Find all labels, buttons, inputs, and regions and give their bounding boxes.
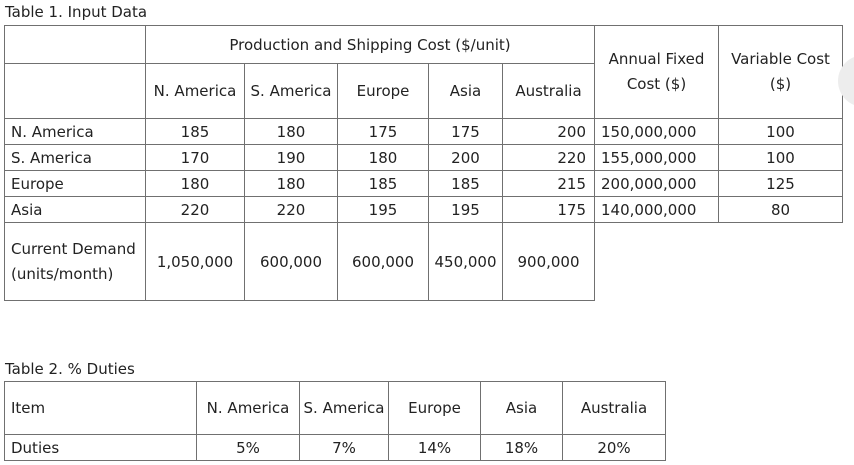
cost-cell: 180 — [244, 170, 338, 197]
demand-label: Current Demand (units/month) — [4, 222, 146, 301]
duty-cell: 18% — [480, 434, 563, 461]
item-header: Item — [4, 381, 197, 435]
cost-cell: 175 — [502, 196, 595, 223]
cost-cell: 185 — [337, 170, 429, 197]
row-label: Europe — [4, 170, 146, 197]
cost-cell: 190 — [244, 144, 338, 171]
col-header-australia: Australia — [562, 381, 666, 435]
duty-cell: 20% — [562, 434, 666, 461]
row-label-header — [4, 63, 146, 119]
cost-cell: 220 — [502, 144, 595, 171]
demand-cell: 900,000 — [502, 222, 595, 301]
row-label: N. America — [4, 118, 146, 145]
cost-cell: 195 — [337, 196, 429, 223]
empty-cell — [719, 223, 843, 301]
duties-table: Item N. America S. America Europe Asia A… — [4, 381, 666, 461]
col-header-europe: Europe — [388, 381, 481, 435]
cost-cell: 180 — [244, 118, 338, 145]
fixed-cost-cell: 155,000,000 — [594, 144, 719, 171]
cost-cell: 200 — [502, 118, 595, 145]
col-header-asia: Asia — [428, 63, 503, 119]
demand-row: Current Demand (units/month) 1,050,000 6… — [4, 222, 843, 301]
cost-cell: 220 — [244, 196, 338, 223]
col-header-n-america: N. America — [145, 63, 245, 119]
table-row: S. America 170 190 180 200 220 155,000,0… — [4, 144, 843, 171]
table1-caption: Table 1. Input Data — [5, 3, 148, 21]
cost-cell: 215 — [502, 170, 595, 197]
empty-cell — [595, 223, 719, 301]
col-header-s-america: S. America — [244, 63, 338, 119]
col-header-asia: Asia — [480, 381, 563, 435]
col-header-s-america: S. America — [299, 381, 389, 435]
variable-cost-cell: 80 — [718, 196, 843, 223]
cost-cell: 220 — [145, 196, 245, 223]
cost-cell: 200 — [428, 144, 503, 171]
table-row: Duties 5% 7% 14% 18% 20% — [4, 434, 666, 461]
row-label: S. America — [4, 144, 146, 171]
variable-cost-cell: 100 — [718, 144, 843, 171]
cost-cell: 195 — [428, 196, 503, 223]
duty-cell: 7% — [299, 434, 389, 461]
cost-cell: 175 — [428, 118, 503, 145]
fixed-cost-cell: 150,000,000 — [594, 118, 719, 145]
cost-cell: 170 — [145, 144, 245, 171]
production-shipping-header: Production and Shipping Cost ($/unit) — [145, 25, 595, 64]
table-row: N. America 185 180 175 175 200 150,000,0… — [4, 118, 843, 145]
table-row: Europe 180 180 185 185 215 200,000,000 1… — [4, 170, 843, 197]
demand-cell: 1,050,000 — [145, 222, 245, 301]
col-header-australia: Australia — [502, 63, 595, 119]
cost-cell: 180 — [145, 170, 245, 197]
row-label: Duties — [4, 434, 197, 461]
variable-cost-cell: 125 — [718, 170, 843, 197]
input-data-table: Production and Shipping Cost ($/unit) An… — [4, 25, 843, 301]
duty-cell: 14% — [388, 434, 481, 461]
duty-cell: 5% — [196, 434, 300, 461]
fixed-cost-cell: 200,000,000 — [594, 170, 719, 197]
annual-fixed-cost-header: Annual Fixed Cost ($) — [594, 25, 719, 119]
col-header-europe: Europe — [337, 63, 429, 119]
table-row: Asia 220 220 195 195 175 140,000,000 80 — [4, 196, 843, 223]
cost-cell: 185 — [145, 118, 245, 145]
cost-cell: 175 — [337, 118, 429, 145]
variable-cost-cell: 100 — [718, 118, 843, 145]
variable-cost-header: Variable Cost ($) — [718, 25, 843, 119]
demand-cell: 600,000 — [244, 222, 338, 301]
row-label: Asia — [4, 196, 146, 223]
col-header-n-america: N. America — [196, 381, 300, 435]
demand-cell: 600,000 — [337, 222, 429, 301]
demand-cell: 450,000 — [428, 222, 503, 301]
corner-cell — [4, 25, 146, 64]
edge-circle-icon — [838, 55, 854, 107]
cost-cell: 180 — [337, 144, 429, 171]
fixed-cost-cell: 140,000,000 — [594, 196, 719, 223]
cost-cell: 185 — [428, 170, 503, 197]
table2-caption: Table 2. % Duties — [5, 360, 135, 378]
